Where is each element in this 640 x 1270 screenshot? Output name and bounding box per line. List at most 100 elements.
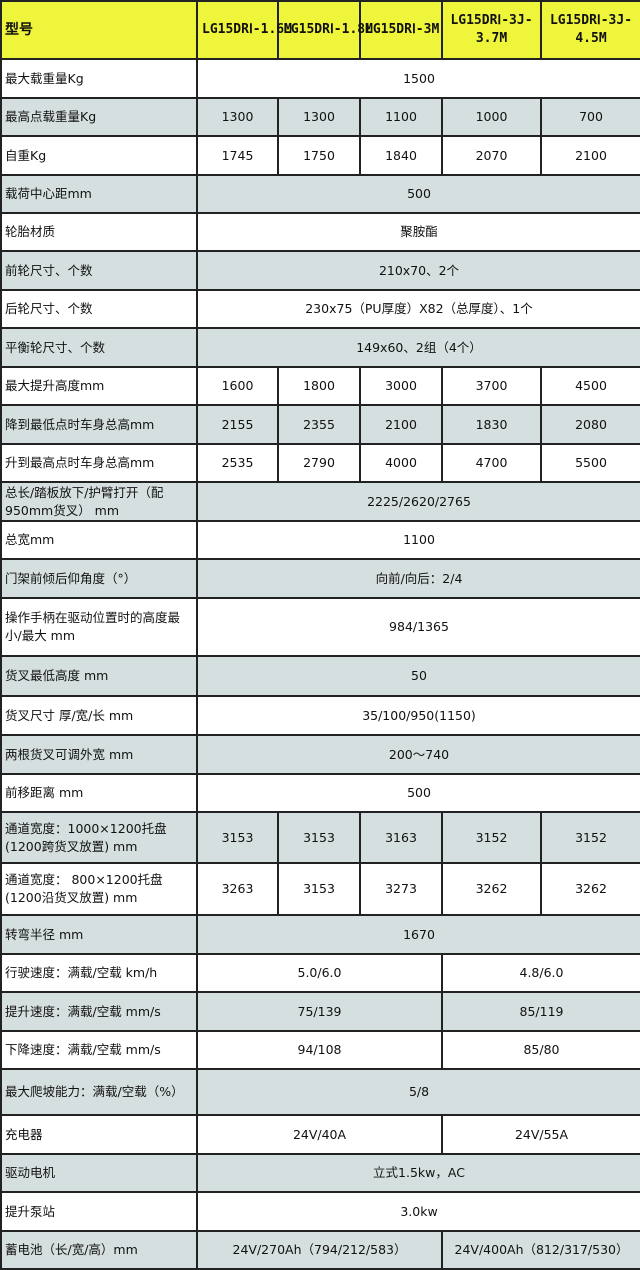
value-cell: 35/100/950(1150) [196,695,640,736]
table-row: 通道宽度：1000×1200托盘(1200跨货叉放置) mm 3153 3153 31… [0,811,640,864]
table-row: 两根货叉可调外宽 mm 200～740 [0,734,640,775]
value-cell: 94/108 [196,1030,443,1070]
table-row: 通道宽度： 800×1200托盘(1200沿货叉放置) mm 3263 3153 32… [0,862,640,916]
value-cell: 3163 [359,811,443,864]
model-header: LG15DRⅠ-3J-3.7M [441,0,542,60]
value-cell: 500 [196,174,640,214]
table-row: 降到最低点时车身总高mm 2155 2355 2100 1830 2080 [0,404,640,445]
table-row: 行驶速度：满载/空载 km/h 5.0/6.0 4.8/6.0 [0,953,640,993]
table-row: 平衡轮尺寸、个数 149x60、2组（4个） [0,327,640,368]
value-cell: 2535 [196,443,279,483]
value-cell: 1100 [359,97,443,137]
row-label: 总宽mm [0,520,198,560]
value-cell: 3263 [196,862,279,916]
value-cell: 立式1.5kw，AC [196,1153,640,1193]
value-cell: 向前/向后：2/4 [196,558,640,599]
value-cell: 3262 [540,862,640,916]
value-cell: 1750 [277,135,361,176]
row-label: 最高点载重量Kg [0,97,198,137]
row-label: 提升泵站 [0,1191,198,1232]
value-cell: 1500 [196,58,640,99]
value-cell: 1300 [196,97,279,137]
value-cell: 1800 [277,366,361,406]
value-cell: 3273 [359,862,443,916]
row-label: 门架前倾后仰角度（°） [0,558,198,599]
value-cell: 210x70、2个 [196,250,640,291]
value-cell: 200～740 [196,734,640,775]
model-header: LG15DRⅠ-1.8M [277,0,373,60]
value-cell: 2070 [441,135,542,176]
row-label: 操作手柄在驱动位置时的高度最小/最大 mm [0,597,198,657]
model-header: LG15DRⅠ-3M [359,0,443,60]
table-row: 升到最高点时车身总高mm 2535 2790 4000 4700 5500 [0,443,640,483]
row-label: 货叉尺寸 厚/宽/长 mm [0,695,198,736]
row-label: 货叉最低高度 mm [0,655,198,697]
value-cell: 85/119 [441,991,640,1032]
row-label: 前轮尺寸、个数 [0,250,198,291]
value-cell: 4700 [441,443,542,483]
value-cell: 984/1365 [196,597,640,657]
value-cell: 2080 [540,404,640,445]
value-cell: 1100 [196,520,640,560]
value-cell: 24V/40A [196,1114,443,1155]
row-label: 轮胎材质 [0,212,198,252]
value-cell: 5/8 [196,1068,640,1116]
value-cell: 50 [196,655,640,697]
table-row: 自重Kg 1745 1750 1840 2070 2100 [0,135,640,176]
table-row: 门架前倾后仰角度（°） 向前/向后：2/4 [0,558,640,599]
table-row: 前移距离 mm 500 [0,773,640,813]
row-label: 转弯半径 mm [0,914,198,955]
value-cell: 1830 [441,404,542,445]
row-label: 总长/踏板放下/护臂打开（配950mm货叉） mm [0,481,198,522]
value-cell: 2100 [540,135,640,176]
header-row: 型号 LG15DRⅠ-1.6M LG15DRⅠ-1.8M LG15DRⅠ-3M … [0,0,640,60]
row-label: 自重Kg [0,135,198,176]
value-cell: 700 [540,97,640,137]
value-cell: 1600 [196,366,279,406]
value-cell: 3700 [441,366,542,406]
value-cell: 500 [196,773,640,813]
table-row: 提升速度：满载/空载 mm/s 75/139 85/119 [0,991,640,1032]
row-label: 后轮尺寸、个数 [0,289,198,329]
table-row: 最高点载重量Kg 1300 1300 1100 1000 700 [0,97,640,137]
table-row: 总长/踏板放下/护臂打开（配950mm货叉） mm 2225/2620/2765 [0,481,640,522]
header-label: 型号 [0,0,198,60]
value-cell: 3000 [359,366,443,406]
table-row: 轮胎材质 聚胺酯 [0,212,640,252]
row-label: 两根货叉可调外宽 mm [0,734,198,775]
row-label: 蓄电池（长/宽/高）mm [0,1230,198,1270]
table-row: 驱动电机 立式1.5kw，AC [0,1153,640,1193]
value-cell: 4.8/6.0 [441,953,640,993]
value-cell: 3262 [441,862,542,916]
model-header: LG15DRⅠ-1.6M [196,0,292,60]
table-row: 下降速度：满载/空载 mm/s 94/108 85/80 [0,1030,640,1070]
value-cell: 2355 [277,404,361,445]
value-cell: 3153 [196,811,279,864]
model-header: LG15DRⅠ-3J-4.5M [540,0,640,60]
value-cell: 149x60、2组（4个） [196,327,640,368]
value-cell: 2100 [359,404,443,445]
table-row: 最大提升高度mm 1600 1800 3000 3700 4500 [0,366,640,406]
table-row: 最大爬坡能力：满载/空载（%） 5/8 [0,1068,640,1116]
row-label: 最大载重量Kg [0,58,198,99]
value-cell: 24V/400Ah（812/317/530） [441,1230,640,1270]
value-cell: 2225/2620/2765 [196,481,640,522]
row-label: 提升速度：满载/空载 mm/s [0,991,198,1032]
value-cell: 3152 [540,811,640,864]
row-label: 平衡轮尺寸、个数 [0,327,198,368]
table-row: 充电器 24V/40A 24V/55A [0,1114,640,1155]
table-row: 蓄电池（长/宽/高）mm 24V/270Ah（794/212/583） 24V/40… [0,1230,640,1270]
value-cell: 24V/55A [441,1114,640,1155]
value-cell: 1300 [277,97,361,137]
value-cell: 75/139 [196,991,443,1032]
value-cell: 聚胺酯 [196,212,640,252]
value-cell: 1000 [441,97,542,137]
value-cell: 2155 [196,404,279,445]
row-label: 通道宽度：1000×1200托盘(1200跨货叉放置) mm [0,811,198,864]
value-cell: 230x75（PU厚度）X82（总厚度）、1个 [196,289,640,329]
row-label: 行驶速度：满载/空载 km/h [0,953,198,993]
table-row: 提升泵站 3.0kw [0,1191,640,1232]
value-cell: 1745 [196,135,279,176]
row-label: 下降速度：满载/空载 mm/s [0,1030,198,1070]
